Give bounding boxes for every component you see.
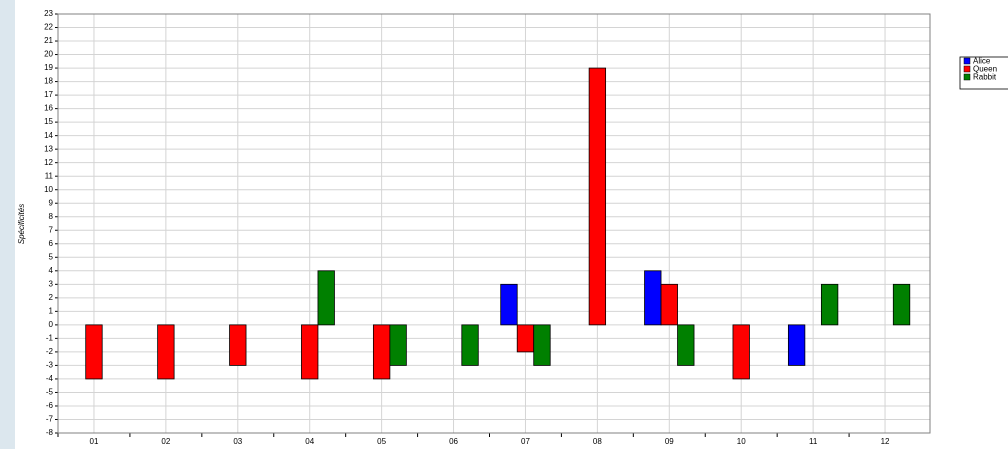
y-tick-label: -1 [46, 333, 54, 342]
y-tick-label: 22 [44, 23, 53, 32]
y-tick-label: 19 [44, 63, 53, 72]
y-tick-label: 2 [49, 293, 54, 302]
y-tick-label: 3 [49, 279, 54, 288]
y-tick-label: 4 [49, 266, 54, 275]
y-tick-label: 7 [49, 225, 54, 234]
y-tick-label: 16 [44, 104, 53, 113]
y-tick-label: 23 [44, 9, 53, 18]
y-tick-label: -7 [46, 415, 54, 424]
x-tick-label: 07 [521, 437, 530, 446]
y-tick-label: 17 [44, 90, 53, 99]
legend-swatch [963, 73, 971, 81]
x-tick-label: 05 [377, 437, 386, 446]
bar [157, 324, 175, 380]
y-tick-label: 10 [44, 185, 53, 194]
bar [533, 324, 551, 366]
plot-frame [57, 13, 931, 434]
bar [677, 324, 695, 366]
y-tick-label: 9 [49, 198, 54, 207]
y-tick-label: -6 [46, 401, 54, 410]
bar [500, 283, 518, 326]
x-tick-label: 08 [593, 437, 602, 446]
bar [317, 270, 335, 326]
x-tick-label: 12 [881, 437, 890, 446]
bar [85, 324, 103, 380]
bar [389, 324, 407, 366]
bar [892, 283, 911, 326]
x-tick-label: 06 [449, 437, 458, 446]
bar [372, 324, 391, 380]
y-tick-label: -3 [46, 361, 54, 370]
bar [301, 324, 319, 380]
legend-swatch [963, 57, 971, 65]
bar [588, 67, 607, 326]
y-tick-label: 0 [49, 320, 54, 329]
x-tick-label: 02 [161, 437, 170, 446]
y-tick-label: 1 [49, 306, 54, 315]
y-tick-label: 18 [44, 77, 53, 86]
y-tick-label: 11 [45, 171, 54, 180]
x-tick-label: 03 [233, 437, 242, 446]
bar [732, 324, 750, 380]
y-tick-label: 5 [49, 252, 54, 261]
bar [820, 283, 839, 326]
y-axis-label: Spécificités [17, 204, 26, 244]
y-tick-label: -8 [46, 428, 54, 437]
y-tick-label: -4 [46, 374, 54, 383]
y-tick-label: 21 [44, 36, 53, 45]
bar [644, 270, 662, 326]
y-tick-label: 13 [44, 144, 53, 153]
x-tick-label: 09 [665, 437, 674, 446]
bar [516, 324, 535, 353]
y-tick-label: 20 [44, 50, 53, 59]
y-tick-label: 6 [49, 239, 54, 248]
y-tick-label: -5 [46, 388, 54, 397]
y-tick-label: 8 [49, 212, 54, 221]
legend-swatch [963, 65, 971, 73]
x-tick-label: 11 [809, 437, 818, 446]
x-tick-label: 04 [305, 437, 314, 446]
legend-label: Rabbit [973, 73, 997, 82]
panel [15, 0, 1008, 449]
bar [660, 283, 678, 326]
x-tick-label: 10 [737, 437, 746, 446]
y-tick-label: 14 [44, 131, 53, 140]
legend-label: Alice [973, 57, 991, 66]
y-tick-label: 15 [44, 117, 53, 126]
bar [787, 324, 806, 366]
bar [461, 324, 479, 366]
legend-label: Queen [973, 65, 997, 74]
y-tick-label: 12 [44, 158, 53, 167]
y-tick-label: -2 [46, 347, 54, 356]
x-tick-label: 01 [90, 437, 99, 446]
bar [229, 324, 247, 366]
